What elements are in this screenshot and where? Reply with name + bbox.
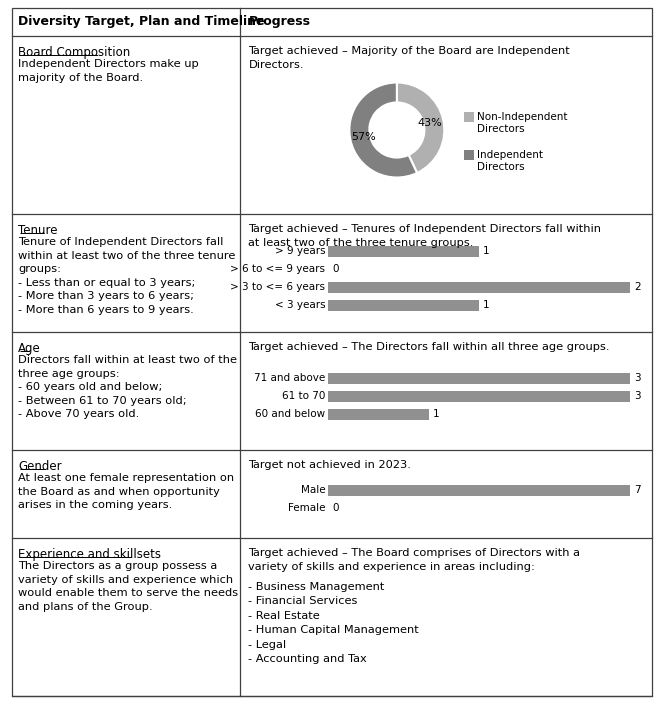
Text: Diversity Target, Plan and Timeline: Diversity Target, Plan and Timeline [18,15,264,28]
Text: Tenure: Tenure [18,224,58,237]
Text: Non-Independent
Directors: Non-Independent Directors [477,112,567,134]
Bar [329,484,630,496]
Text: 3: 3 [634,373,641,383]
Text: Independent
Directors: Independent Directors [477,150,543,171]
Text: At least one female representation on
the Board as and when opportunity
arises i: At least one female representation on th… [18,473,234,510]
Text: The Directors as a group possess a
variety of skills and experience which
would : The Directors as a group possess a varie… [18,561,238,612]
Text: 60 and below: 60 and below [256,409,325,419]
Text: Target achieved – Tenures of Independent Directors fall within
at least two of t: Target achieved – Tenures of Independent… [248,224,602,248]
Text: Target achieved – The Board comprises of Directors with a
variety of skills and : Target achieved – The Board comprises of… [248,548,580,571]
Text: - Business Management
- Financial Services
- Real Estate
- Human Capital Managem: - Business Management - Financial Servic… [248,582,419,664]
Text: Male: Male [301,485,325,495]
Bar [329,282,630,293]
Text: Target not achieved in 2023.: Target not achieved in 2023. [248,460,412,470]
Text: Age: Age [18,342,41,355]
Text: 57%: 57% [351,132,376,142]
Text: 3: 3 [634,391,641,401]
Text: 0: 0 [333,264,339,274]
Bar [329,372,630,383]
Text: 43%: 43% [418,118,443,128]
Text: 1: 1 [433,409,440,419]
Text: 61 to 70: 61 to 70 [282,391,325,401]
Text: Tenure of Independent Directors fall
within at least two of the three tenure
gro: Tenure of Independent Directors fall wit… [18,237,235,315]
Bar [329,245,479,256]
Wedge shape [349,83,417,177]
Text: > 6 to <= 9 years: > 6 to <= 9 years [230,264,325,274]
Text: 1: 1 [483,300,490,310]
Bar [329,409,429,420]
Text: 71 and above: 71 and above [254,373,325,383]
Text: 7: 7 [634,485,641,495]
Text: Experience and skillsets: Experience and skillsets [18,548,161,561]
Text: Gender: Gender [18,460,62,473]
Text: > 9 years: > 9 years [275,246,325,256]
Bar [329,391,630,401]
Text: 1: 1 [483,246,490,256]
Wedge shape [397,83,444,173]
Text: < 3 years: < 3 years [275,300,325,310]
Text: Progress: Progress [248,15,311,28]
Text: Independent Directors make up
majority of the Board.: Independent Directors make up majority o… [18,59,199,83]
Text: 2: 2 [634,282,641,292]
Text: Female: Female [288,503,325,513]
Text: Board Composition: Board Composition [18,46,130,59]
Text: Directors fall within at least two of the
three age groups:
- 60 years old and b: Directors fall within at least two of th… [18,355,237,420]
Text: 0: 0 [333,503,339,513]
Text: Target achieved – Majority of the Board are Independent
Directors.: Target achieved – Majority of the Board … [248,46,570,70]
Bar [329,300,479,311]
Text: Target achieved – The Directors fall within all three age groups.: Target achieved – The Directors fall wit… [248,342,610,352]
Text: > 3 to <= 6 years: > 3 to <= 6 years [230,282,325,292]
